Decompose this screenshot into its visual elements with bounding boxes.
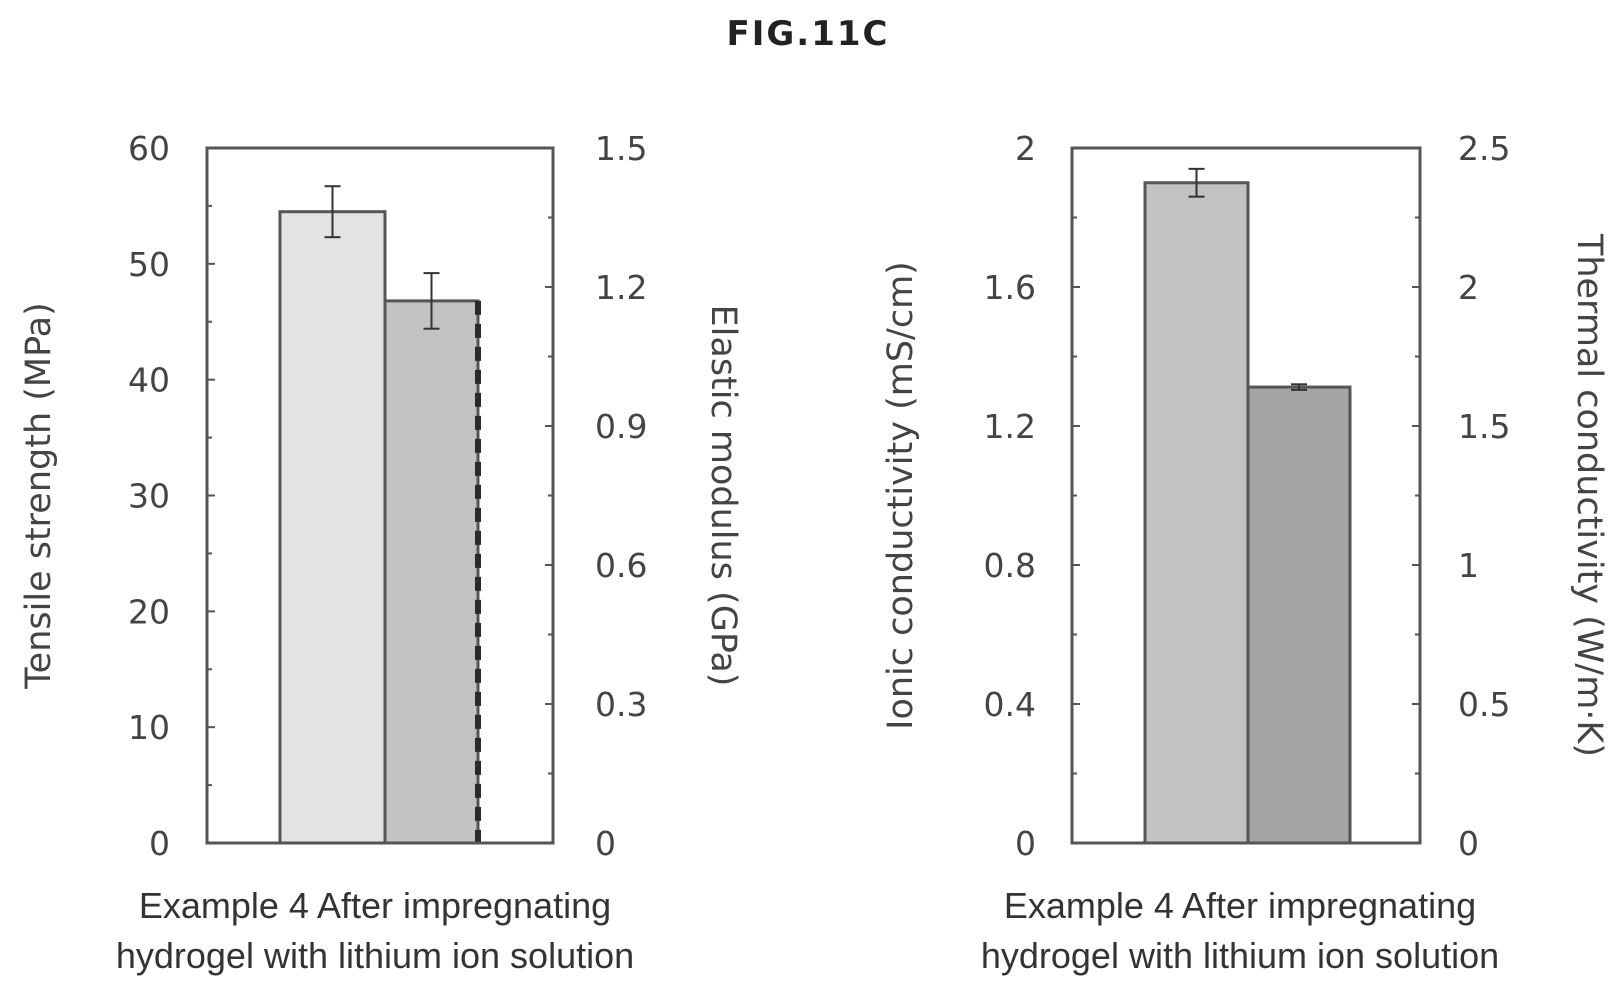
chart2-category-label-line-2: hydrogel with lithium ion solution [981, 935, 1499, 976]
chart1-left-tick-label: 40 [128, 361, 170, 400]
chart2-left-tick-label: 1.6 [984, 268, 1036, 307]
chart2-left-tick-label: 2 [1015, 129, 1036, 168]
chart1-right-tick-label: 0 [595, 824, 616, 863]
chart2-bar-1 [1143, 181, 1250, 845]
chart2-bar-2 [1246, 385, 1352, 845]
chart2-left-tick-label: 0.4 [984, 685, 1036, 724]
chart2-right-axis-title: Thermal conductivity (W/m·K) [1569, 233, 1609, 757]
chart1-category-label-line-1: Example 4 After impregnating [139, 885, 611, 926]
chart1-bar-2 [383, 299, 480, 845]
chart2-right-tick-label: 1 [1458, 546, 1479, 585]
chart1: 0 10 20 30 40 50 60 0 0.3 0.6 0.9 1.2 1.5 Tensile str… [19, 129, 743, 976]
chart1-left-tick-label: 10 [128, 708, 170, 747]
chart1-left-tick-label: 30 [128, 477, 170, 516]
chart1-error-bar-2 [423, 272, 440, 330]
chart2-error-bar-2 [1291, 383, 1307, 391]
chart2-left-axis-title: Ionic conductivity (mS/cm) [881, 261, 921, 730]
chart1-left-tick-label: 60 [128, 129, 170, 168]
chart1-right-axis-title: Elastic modulus (GPa) [703, 305, 743, 687]
chart1-right-tick-label: 1.2 [595, 268, 647, 307]
chart1-left-tick-label: 0 [149, 824, 170, 863]
chart1-right-tick-label: 1.5 [595, 129, 647, 168]
chart2-right-tick-label: 0 [1458, 824, 1479, 863]
chart2: 0 0.4 0.8 1.2 1.6 2 0 0.5 1 1.5 2 2.5 Ionic conducti… [881, 129, 1609, 976]
chart1-right-tick-label: 0.6 [595, 546, 647, 585]
chart1-error-bar-1 [324, 185, 341, 239]
chart2-error-bar-1 [1188, 167, 1205, 198]
chart1-left-tick-label: 20 [128, 592, 170, 631]
chart2-right-tick-label: 2.5 [1458, 129, 1510, 168]
chart1-left-axis-title: Tensile strength (MPa) [19, 302, 59, 690]
chart2-right-tick-label: 1.5 [1458, 407, 1510, 446]
chart1-category-label-line-2: hydrogel with lithium ion solution [116, 935, 634, 976]
chart2-category-label-line-1: Example 4 After impregnating [1004, 885, 1476, 926]
figure-title: FIG.11C [726, 14, 890, 54]
chart2-left-tick-label: 0 [1015, 824, 1036, 863]
chart2-right-tick-label: 2 [1458, 268, 1479, 307]
chart2-right-tick-label: 0.5 [1458, 685, 1510, 724]
chart2-left-tick-label: 0.8 [984, 546, 1036, 585]
chart1-left-tick-label: 50 [128, 245, 170, 284]
chart1-right-tick-label: 0.3 [595, 685, 647, 724]
chart1-right-tick-label: 0.9 [595, 407, 647, 446]
chart1-bar-1 [278, 210, 387, 845]
chart2-left-tick-label: 1.2 [984, 407, 1036, 446]
